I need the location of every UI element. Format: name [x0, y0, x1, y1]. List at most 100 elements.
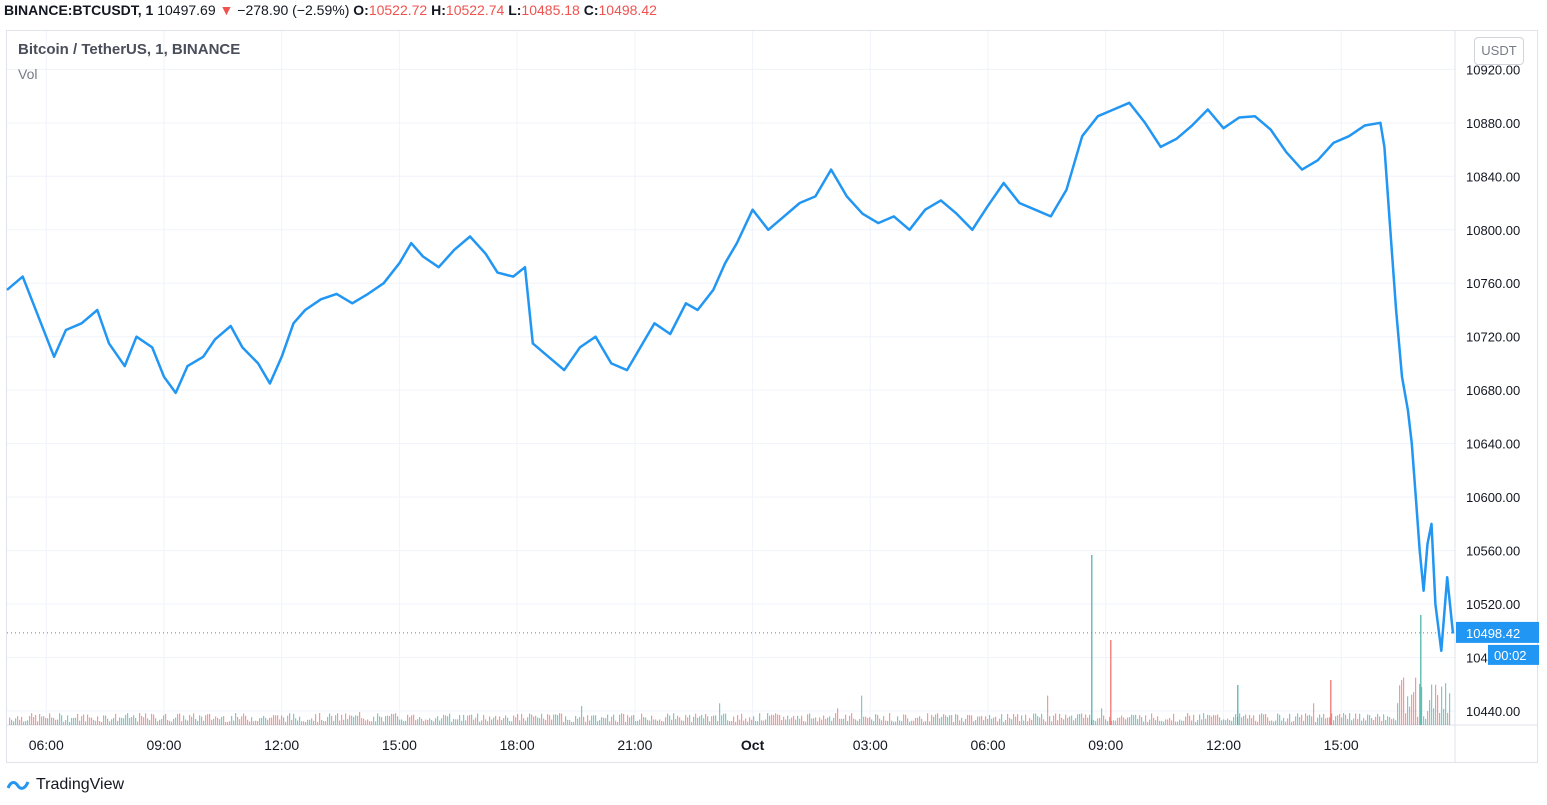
- volume-bar: [827, 717, 829, 725]
- volume-bar: [1207, 714, 1209, 725]
- volume-bar: [639, 719, 641, 725]
- currency-button[interactable]: USDT: [1474, 37, 1524, 65]
- volume-bar: [263, 715, 265, 725]
- volume-bar: [1295, 716, 1297, 725]
- volume-bar: [821, 719, 823, 725]
- volume-bar: [541, 713, 543, 725]
- volume-bar: [647, 719, 649, 725]
- volume-bar: [579, 717, 581, 725]
- volume-bar: [593, 715, 595, 725]
- volume-bar: [205, 715, 207, 725]
- volume-bar: [1253, 715, 1255, 725]
- volume-bar: [1039, 717, 1041, 725]
- volume-bar: [115, 713, 117, 725]
- volume-bar: [393, 714, 395, 725]
- volume-bar: [669, 715, 671, 725]
- volume-bar: [195, 718, 197, 725]
- volume-bar: [1349, 713, 1351, 725]
- volume-bar: [545, 719, 547, 725]
- volume-bar: [681, 720, 683, 725]
- volume-bar: [683, 720, 685, 725]
- volume-bar: [427, 719, 429, 725]
- volume-bar: [173, 718, 175, 725]
- volume-bar: [925, 721, 927, 725]
- volume-bar: [1401, 680, 1403, 725]
- volume-bar: [335, 715, 337, 725]
- volume-bar: [1151, 713, 1153, 725]
- volume-bar: [111, 719, 113, 725]
- volume-bar: [1025, 714, 1027, 725]
- volume-bar: [1341, 717, 1343, 725]
- volume-bar: [73, 717, 75, 725]
- volume-bar: [699, 716, 701, 725]
- volume-bar: [801, 715, 803, 725]
- volume-bar: [725, 713, 727, 725]
- volume-bar: [131, 717, 133, 725]
- volume-bar: [823, 715, 825, 725]
- volume-bar: [569, 720, 571, 725]
- volume-bar: [239, 719, 241, 725]
- volume-bar: [49, 713, 51, 725]
- volume-bar: [1273, 721, 1275, 725]
- volume-bar: [847, 720, 849, 725]
- volume-bar: [711, 716, 713, 725]
- volume-bar: [277, 715, 279, 725]
- volume-bar: [1221, 720, 1223, 725]
- tradingview-brand: TradingView: [36, 776, 125, 793]
- volume-bar: [489, 716, 491, 725]
- volume-bar: [687, 717, 689, 725]
- volume-bar: [127, 713, 129, 725]
- volume-bar: [1110, 640, 1112, 725]
- y-tick-label: 10800.00: [1466, 223, 1520, 238]
- volume-bar: [607, 714, 609, 725]
- volume-bar: [93, 719, 95, 725]
- volume-bar: [571, 721, 573, 725]
- volume-bar: [1163, 721, 1165, 725]
- volume-bar: [469, 714, 471, 725]
- volume-bar: [613, 714, 615, 725]
- volume-bar: [697, 717, 699, 725]
- volume-bar: [517, 714, 519, 725]
- volume-bar: [953, 721, 955, 725]
- volume-bar: [1359, 713, 1361, 725]
- volume-bar: [1155, 720, 1157, 725]
- volume-bar: [813, 718, 815, 725]
- volume-bar: [161, 719, 163, 725]
- tradingview-logo[interactable]: TradingView: [6, 776, 124, 794]
- x-tick-label: 03:00: [853, 737, 888, 753]
- volume-bar: [133, 715, 135, 725]
- volume-bar: [1235, 714, 1237, 725]
- volume-bar: [495, 715, 497, 725]
- volume-bar: [831, 720, 833, 725]
- volume-bar: [1445, 683, 1447, 725]
- volume-bar: [1223, 719, 1225, 725]
- volume-bar: [85, 721, 87, 725]
- volume-bar: [1203, 713, 1205, 725]
- volume-bar: [1419, 683, 1421, 725]
- volume-bar: [397, 716, 399, 725]
- volume-bar: [773, 715, 775, 725]
- volume-bar: [1243, 715, 1245, 725]
- volume-bar: [409, 717, 411, 725]
- volume-bar: [703, 718, 705, 725]
- volume-bar: [1333, 720, 1335, 725]
- volume-bar: [259, 718, 261, 725]
- volume-bar: [165, 713, 167, 725]
- volume-bar: [605, 718, 607, 725]
- volume-bar: [1015, 716, 1017, 725]
- volume-bar: [1045, 721, 1047, 725]
- chart-frame[interactable]: [6, 30, 1538, 763]
- volume-bar: [1001, 714, 1003, 725]
- volume-bar: [53, 717, 55, 725]
- volume-bar: [641, 713, 643, 725]
- volume-bar: [311, 718, 313, 725]
- volume-bar: [503, 718, 505, 725]
- volume-bar: [99, 721, 101, 725]
- volume-bar: [121, 717, 123, 725]
- volume-bar: [791, 717, 793, 725]
- volume-bar: [685, 715, 687, 725]
- volume-bar: [843, 718, 845, 725]
- volume-bar: [1159, 720, 1161, 725]
- volume-bar: [1389, 717, 1391, 725]
